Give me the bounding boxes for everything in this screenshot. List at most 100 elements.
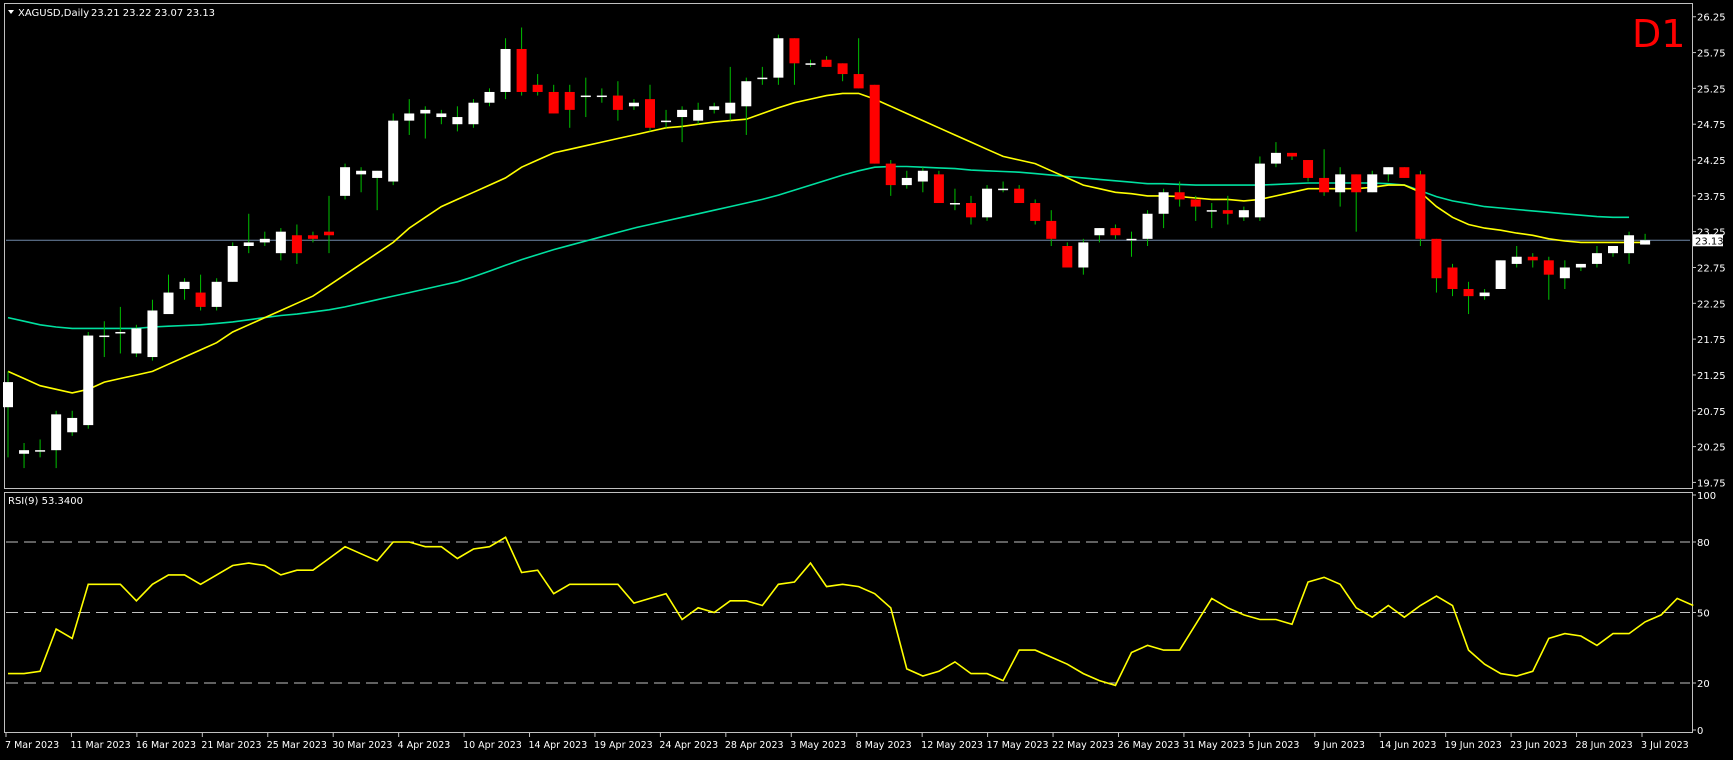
candle[interactable] xyxy=(500,38,511,100)
candle[interactable] xyxy=(1126,231,1137,257)
candle[interactable] xyxy=(1383,167,1394,182)
candle[interactable] xyxy=(709,102,720,114)
candle[interactable] xyxy=(404,99,415,135)
candle[interactable] xyxy=(741,77,752,135)
candle[interactable] xyxy=(1351,174,1362,232)
candle[interactable] xyxy=(998,181,1009,193)
candle[interactable] xyxy=(67,410,78,436)
candle[interactable] xyxy=(1447,263,1458,297)
candle[interactable] xyxy=(1543,256,1554,300)
candle[interactable] xyxy=(1270,142,1281,168)
candle[interactable] xyxy=(51,410,62,469)
candle[interactable] xyxy=(548,84,559,114)
candle[interactable] xyxy=(1527,253,1538,268)
candle[interactable] xyxy=(3,371,13,458)
candle[interactable] xyxy=(677,106,688,143)
candle[interactable] xyxy=(1624,231,1635,264)
candle[interactable] xyxy=(1575,263,1586,272)
candle[interactable] xyxy=(757,66,768,85)
candle[interactable] xyxy=(693,102,704,125)
candle[interactable] xyxy=(1110,224,1121,239)
candle[interactable] xyxy=(19,443,30,469)
candle[interactable] xyxy=(275,228,286,261)
candle[interactable] xyxy=(1062,242,1073,268)
candle[interactable] xyxy=(901,170,912,189)
candle[interactable] xyxy=(1335,167,1346,207)
candle[interactable] xyxy=(1030,199,1041,225)
candle[interactable] xyxy=(115,306,126,354)
candle[interactable] xyxy=(1608,246,1618,257)
candle[interactable] xyxy=(580,77,591,118)
candle[interactable] xyxy=(885,160,896,196)
candle[interactable] xyxy=(1431,238,1442,293)
candle[interactable] xyxy=(1078,238,1089,275)
candle[interactable] xyxy=(1238,206,1249,221)
candle[interactable] xyxy=(1463,281,1474,315)
candle[interactable] xyxy=(1399,167,1410,178)
candle[interactable] xyxy=(83,331,94,429)
candle[interactable] xyxy=(837,63,848,82)
candle[interactable] xyxy=(917,167,928,193)
candle[interactable] xyxy=(789,38,800,85)
candle[interactable] xyxy=(628,99,639,110)
candle[interactable] xyxy=(179,278,190,300)
candle[interactable] xyxy=(596,88,607,103)
candle[interactable] xyxy=(372,170,383,211)
candle[interactable] xyxy=(436,109,447,125)
candle[interactable] xyxy=(1254,156,1265,221)
candle[interactable] xyxy=(853,38,864,89)
candle[interactable] xyxy=(966,195,976,225)
candle[interactable] xyxy=(612,81,623,121)
candle[interactable] xyxy=(516,27,527,96)
candle[interactable] xyxy=(468,99,479,128)
candle[interactable] xyxy=(1640,233,1651,245)
candle[interactable] xyxy=(99,321,110,358)
candle[interactable] xyxy=(324,195,334,254)
candle[interactable] xyxy=(259,231,270,246)
candle[interactable] xyxy=(211,278,222,311)
candle[interactable] xyxy=(1495,260,1506,289)
candle[interactable] xyxy=(933,170,944,204)
candle[interactable] xyxy=(1142,210,1153,246)
candle[interactable] xyxy=(821,56,832,67)
candle[interactable] xyxy=(982,185,993,221)
candle[interactable] xyxy=(131,324,142,358)
candle[interactable] xyxy=(1479,288,1490,300)
candle[interactable] xyxy=(661,109,672,128)
candle[interactable] xyxy=(163,274,174,315)
candle[interactable] xyxy=(869,84,880,164)
candle[interactable] xyxy=(1158,188,1169,229)
candle[interactable] xyxy=(1190,195,1201,221)
candle[interactable] xyxy=(1046,210,1057,246)
candle[interactable] xyxy=(307,231,318,243)
candle[interactable] xyxy=(147,299,158,361)
candle[interactable] xyxy=(805,59,816,67)
candle[interactable] xyxy=(35,439,46,458)
candle[interactable] xyxy=(340,163,351,200)
candle[interactable] xyxy=(1319,149,1330,196)
candle[interactable] xyxy=(243,213,254,254)
candle[interactable] xyxy=(227,242,238,282)
candle[interactable] xyxy=(1367,170,1378,193)
candle[interactable] xyxy=(484,88,495,107)
candle[interactable] xyxy=(645,84,655,132)
candle[interactable] xyxy=(1174,181,1185,207)
candle[interactable] xyxy=(1591,246,1602,268)
candle[interactable] xyxy=(420,106,431,139)
candle[interactable] xyxy=(356,167,367,193)
candle[interactable] xyxy=(1094,228,1105,243)
candle[interactable] xyxy=(452,106,463,132)
candle[interactable] xyxy=(1415,170,1426,246)
candle[interactable] xyxy=(388,113,399,186)
candle[interactable] xyxy=(1287,152,1297,161)
menu-triangle-icon[interactable] xyxy=(8,10,14,14)
candle[interactable] xyxy=(291,224,302,264)
candle[interactable] xyxy=(1014,185,1025,204)
candle[interactable] xyxy=(532,74,543,96)
candle[interactable] xyxy=(1559,260,1570,289)
candle[interactable] xyxy=(1206,203,1217,229)
candle[interactable] xyxy=(1303,160,1314,182)
candle[interactable] xyxy=(949,188,960,211)
